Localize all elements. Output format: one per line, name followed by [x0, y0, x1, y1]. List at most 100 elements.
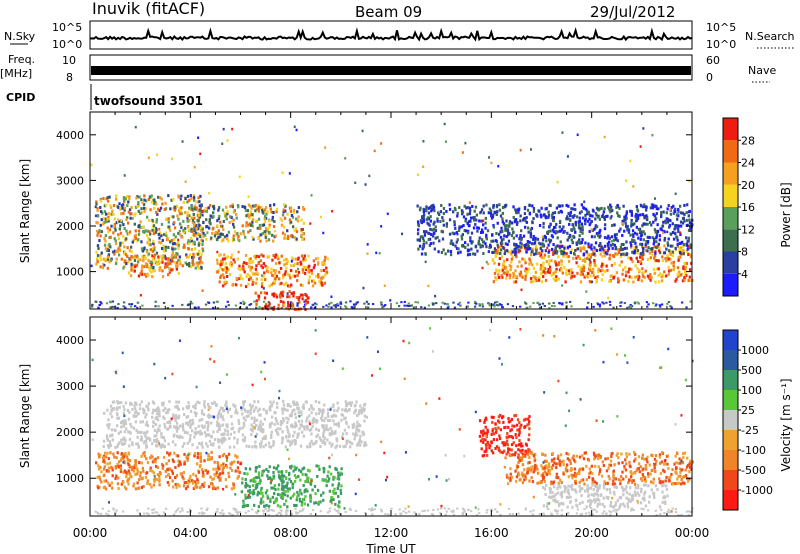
data-cell	[194, 406, 197, 410]
data-cell	[672, 264, 675, 268]
data-cell	[125, 229, 128, 233]
data-cell	[579, 230, 582, 234]
data-cell	[127, 417, 131, 421]
data-cell	[326, 511, 330, 514]
data-cell	[439, 210, 443, 214]
data-cell	[122, 423, 125, 427]
data-cell	[257, 255, 261, 259]
data-cell	[677, 514, 680, 517]
data-cell	[299, 283, 303, 287]
data-cell	[577, 240, 580, 244]
data-cell	[264, 227, 268, 231]
data-cell	[153, 477, 157, 481]
data-cell	[205, 218, 208, 222]
data-cell	[448, 232, 452, 236]
data-cell	[519, 245, 523, 249]
nave-tick-top: 60	[706, 54, 720, 67]
data-cell	[416, 173, 419, 177]
data-cell	[232, 403, 235, 407]
data-cell	[424, 260, 427, 264]
data-cell	[502, 237, 505, 241]
data-cell	[445, 224, 448, 228]
data-cell	[532, 275, 535, 279]
data-cell	[207, 301, 211, 304]
data-cell	[201, 243, 204, 247]
data-cell	[685, 306, 688, 309]
data-cell	[187, 199, 191, 203]
data-cell	[165, 411, 168, 415]
data-cell	[550, 273, 553, 277]
data-cell	[167, 217, 170, 221]
data-cell	[248, 445, 251, 449]
data-cell	[605, 301, 608, 304]
data-cell	[126, 204, 129, 208]
data-cell	[482, 251, 485, 255]
data-cell	[630, 305, 634, 308]
data-cell	[270, 267, 273, 271]
data-cell	[539, 263, 543, 267]
data-cell	[642, 205, 645, 209]
data-cell	[155, 251, 159, 255]
data-cell	[566, 215, 569, 219]
data-cell	[203, 512, 206, 515]
data-cell	[535, 244, 538, 248]
data-cell	[599, 234, 602, 238]
data-cell	[589, 274, 592, 278]
data-cell	[149, 208, 152, 212]
data-cell	[690, 278, 693, 282]
data-cell	[289, 276, 292, 280]
data-cell	[194, 306, 197, 309]
data-cell	[345, 409, 348, 413]
data-cell	[235, 510, 238, 513]
data-cell	[362, 286, 365, 290]
data-cell	[303, 300, 306, 303]
data-cell	[260, 253, 263, 257]
data-cell	[201, 445, 204, 449]
data-cell	[454, 244, 457, 248]
data-cell	[216, 307, 219, 310]
data-cell	[576, 271, 579, 275]
data-cell	[529, 231, 533, 235]
ytick-label: 4000	[56, 129, 84, 142]
data-cell	[417, 247, 420, 251]
data-cell	[191, 242, 195, 246]
data-cell	[144, 199, 148, 203]
data-cell	[125, 470, 128, 474]
data-cell	[633, 301, 637, 304]
data-cell	[319, 510, 322, 513]
data-cell	[341, 435, 344, 439]
data-cell	[606, 252, 609, 256]
data-cell	[222, 513, 225, 516]
data-cell	[536, 214, 539, 218]
data-cell	[474, 300, 477, 303]
data-cell	[236, 512, 239, 515]
data-cell	[334, 304, 337, 307]
data-cell	[216, 416, 220, 420]
data-cell	[530, 148, 533, 151]
data-cell	[255, 270, 258, 274]
data-cell	[405, 511, 408, 514]
data-cell	[368, 174, 371, 178]
data-cell	[530, 280, 533, 284]
data-cell	[181, 140, 184, 143]
data-cell	[475, 302, 478, 305]
data-cell	[649, 206, 653, 210]
data-cell	[296, 304, 299, 307]
data-cell	[257, 297, 261, 301]
data-cell	[334, 430, 337, 434]
data-cell	[663, 270, 666, 274]
data-cell	[202, 426, 205, 430]
data-cell	[639, 255, 642, 259]
data-cell	[99, 301, 102, 304]
data-cell	[103, 243, 107, 247]
data-cell	[499, 214, 503, 218]
data-cell	[102, 197, 105, 201]
data-cell	[102, 411, 106, 415]
data-cell	[153, 198, 156, 202]
data-cell	[646, 222, 649, 226]
data-cell	[259, 443, 263, 447]
data-cell	[335, 510, 338, 513]
data-cell	[251, 235, 254, 239]
data-cell	[115, 456, 118, 460]
data-cell	[157, 195, 160, 199]
